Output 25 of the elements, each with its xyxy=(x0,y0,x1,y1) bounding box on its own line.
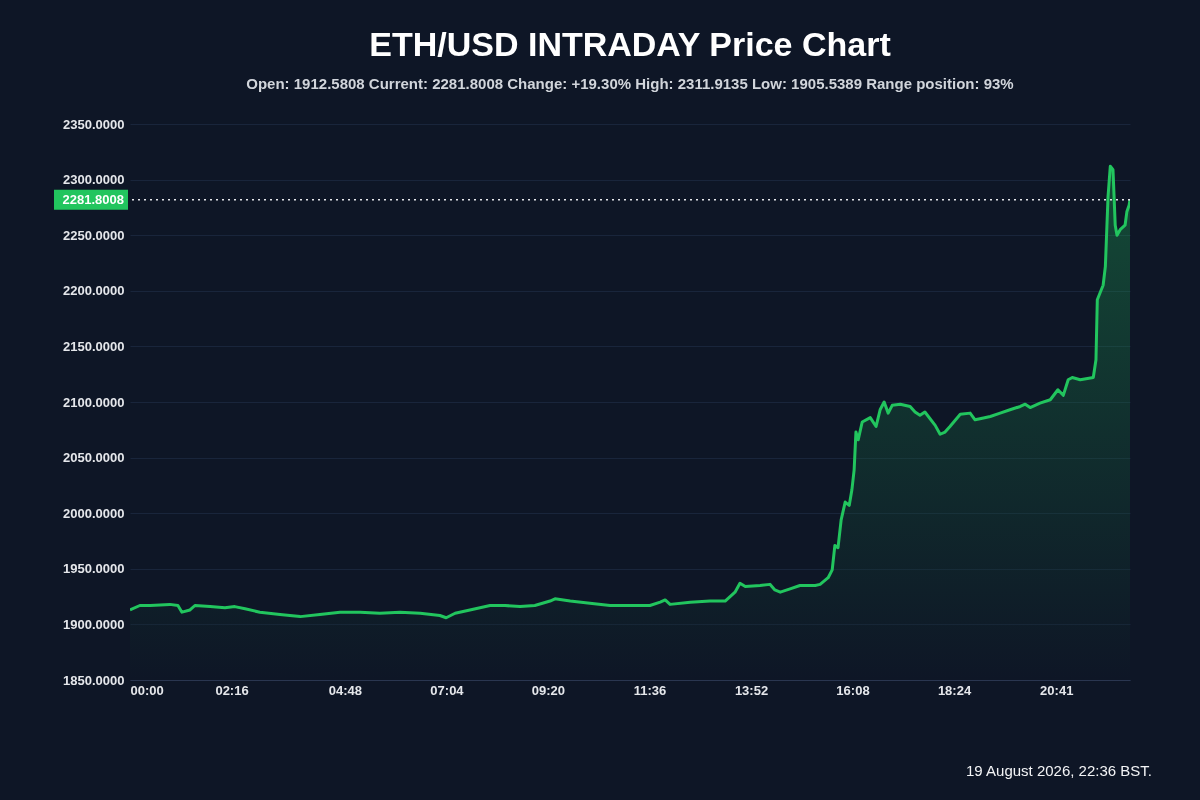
x-tick-label: 20:41 xyxy=(1040,682,1074,698)
y-tick-label: 2200.0000 xyxy=(63,283,125,299)
x-tick-label: 07:04 xyxy=(430,682,465,698)
chart-subtitle: Open: 1912.5808 Current: 2281.8008 Change: +19.30% High: 2311.9135 Low: 1905.5389 Range position: 93% xyxy=(246,75,1014,92)
text: 19 August 2026, 22:36 BST. xyxy=(966,762,1152,779)
y-tick-label: 1950.0000 xyxy=(63,561,125,577)
y-tick-label: 2300.0000 xyxy=(63,172,125,188)
chart-title: ETH/USD INTRADAY Price Chart xyxy=(369,25,891,63)
y-tick-label: 1850.0000 xyxy=(63,672,125,688)
x-tick-label: 09:20 xyxy=(531,682,566,698)
x-tick-label: 00:00 xyxy=(130,682,164,698)
x-tick-label: 16:08 xyxy=(836,682,870,698)
x-tick-label: 11:36 xyxy=(633,682,667,698)
y-tick-label: 2100.0000 xyxy=(63,394,125,410)
y-tick-label: 2350.0000 xyxy=(63,116,125,132)
x-tick-label: 04:48 xyxy=(328,682,363,698)
y-tick-label: 2000.0000 xyxy=(63,505,125,521)
y-tick-label: 2250.0000 xyxy=(63,227,125,243)
y-tick-label: 2050.0000 xyxy=(63,450,125,466)
ref-line-label: 2281.8008 xyxy=(62,191,124,207)
y-tick-label: 2150.0000 xyxy=(63,338,125,354)
y-tick-label: 1900.0000 xyxy=(63,616,125,632)
x-tick-label: 02:16 xyxy=(215,682,249,698)
x-tick-label: 18:24 xyxy=(937,682,972,698)
x-tick-label: 13:52 xyxy=(734,682,769,698)
